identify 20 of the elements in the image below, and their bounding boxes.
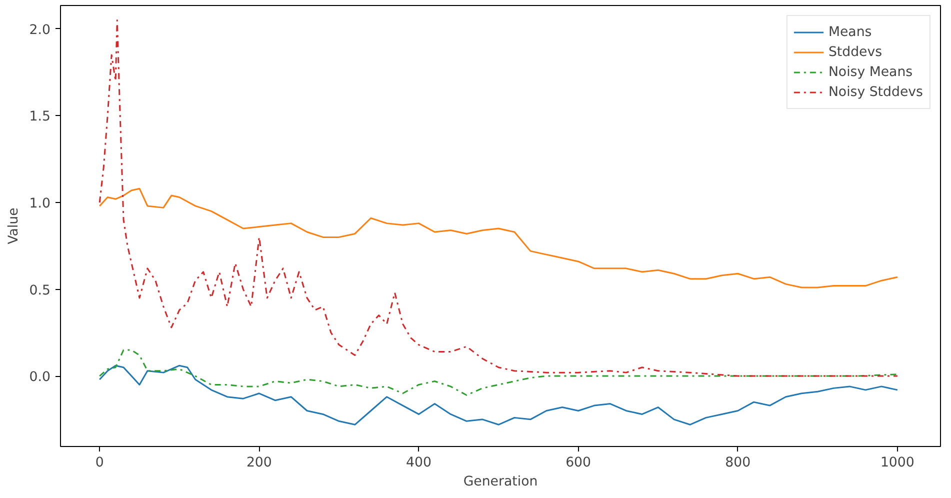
line-series [98, 364, 898, 426]
x-tick-label: 0 [95, 456, 104, 470]
x-axis-title: Generation [463, 474, 538, 490]
y-tick-label: 1.5 [29, 110, 51, 125]
x-tick-label: 1000 [880, 456, 914, 470]
y-tick-label: 0.0 [29, 370, 51, 386]
y-tick-label: 0.5 [29, 283, 51, 298]
legend-label: Stddevs [828, 44, 882, 60]
line-series [98, 349, 898, 396]
legend-label: Means [828, 24, 872, 40]
y-tick-label: 2.0 [29, 22, 51, 38]
line-series [98, 188, 898, 288]
x-tick-label: 800 [725, 456, 751, 470]
x-tick-label: 600 [566, 456, 592, 470]
y-tick-label: 1.0 [29, 196, 51, 212]
y-axis-title: Value [6, 208, 22, 244]
legend-label: Noisy Means [828, 64, 913, 80]
x-tick-label: 200 [246, 456, 272, 470]
x-tick-label: 400 [406, 456, 432, 470]
legend-label: Noisy Stddevs [828, 84, 923, 100]
